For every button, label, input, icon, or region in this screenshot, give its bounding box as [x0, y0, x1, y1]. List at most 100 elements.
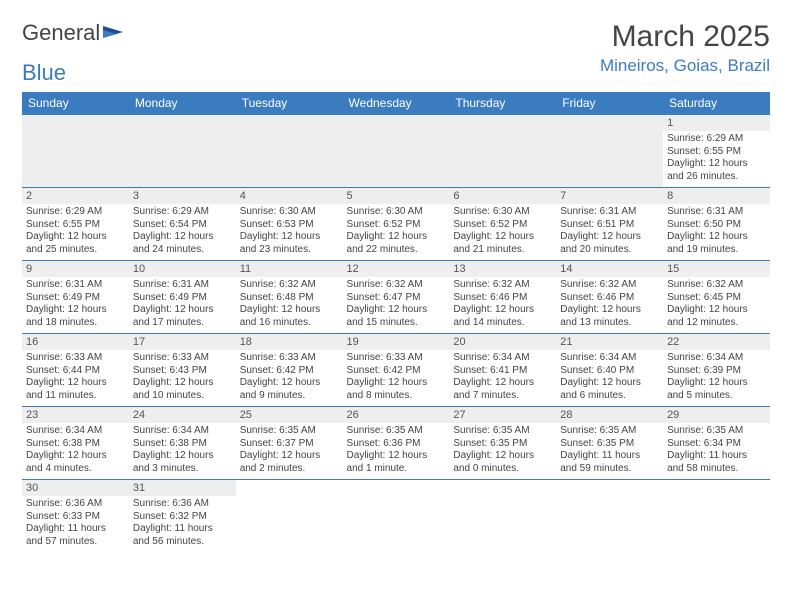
calendar-cell: 2Sunrise: 6:29 AMSunset: 6:55 PMDaylight… — [22, 188, 129, 261]
calendar-cell: 30Sunrise: 6:36 AMSunset: 6:33 PMDayligh… — [22, 480, 129, 553]
calendar-cell: 4Sunrise: 6:30 AMSunset: 6:53 PMDaylight… — [236, 188, 343, 261]
day-details: Sunrise: 6:31 AMSunset: 6:50 PMDaylight:… — [663, 204, 770, 260]
day-details: Sunrise: 6:34 AMSunset: 6:40 PMDaylight:… — [556, 350, 663, 406]
calendar-cell: 15Sunrise: 6:32 AMSunset: 6:45 PMDayligh… — [663, 261, 770, 334]
calendar-cell: 28Sunrise: 6:35 AMSunset: 6:35 PMDayligh… — [556, 407, 663, 480]
calendar-cell — [236, 480, 343, 553]
calendar-row: 2Sunrise: 6:29 AMSunset: 6:55 PMDaylight… — [22, 188, 770, 261]
day-number: 20 — [449, 334, 556, 350]
weekday-header: Tuesday — [236, 92, 343, 115]
calendar-cell: 7Sunrise: 6:31 AMSunset: 6:51 PMDaylight… — [556, 188, 663, 261]
calendar-cell: 24Sunrise: 6:34 AMSunset: 6:38 PMDayligh… — [129, 407, 236, 480]
calendar-cell — [556, 115, 663, 188]
calendar-row: 23Sunrise: 6:34 AMSunset: 6:38 PMDayligh… — [22, 407, 770, 480]
day-number: 6 — [449, 188, 556, 204]
calendar-cell: 10Sunrise: 6:31 AMSunset: 6:49 PMDayligh… — [129, 261, 236, 334]
calendar-cell: 19Sunrise: 6:33 AMSunset: 6:42 PMDayligh… — [343, 334, 450, 407]
day-number: 29 — [663, 407, 770, 423]
calendar-cell: 9Sunrise: 6:31 AMSunset: 6:49 PMDaylight… — [22, 261, 129, 334]
day-number: 14 — [556, 261, 663, 277]
day-details: Sunrise: 6:35 AMSunset: 6:34 PMDaylight:… — [663, 423, 770, 479]
day-details: Sunrise: 6:31 AMSunset: 6:51 PMDaylight:… — [556, 204, 663, 260]
day-number: 5 — [343, 188, 450, 204]
day-number: 11 — [236, 261, 343, 277]
calendar-cell — [236, 115, 343, 188]
weekday-header: Saturday — [663, 92, 770, 115]
day-details: Sunrise: 6:33 AMSunset: 6:42 PMDaylight:… — [236, 350, 343, 406]
calendar-cell: 20Sunrise: 6:34 AMSunset: 6:41 PMDayligh… — [449, 334, 556, 407]
calendar-cell: 6Sunrise: 6:30 AMSunset: 6:52 PMDaylight… — [449, 188, 556, 261]
calendar-cell: 29Sunrise: 6:35 AMSunset: 6:34 PMDayligh… — [663, 407, 770, 480]
calendar-cell — [449, 480, 556, 553]
day-details: Sunrise: 6:33 AMSunset: 6:44 PMDaylight:… — [22, 350, 129, 406]
calendar-cell: 12Sunrise: 6:32 AMSunset: 6:47 PMDayligh… — [343, 261, 450, 334]
day-number: 12 — [343, 261, 450, 277]
logo-text-2: Blue — [22, 60, 770, 86]
calendar-row: 16Sunrise: 6:33 AMSunset: 6:44 PMDayligh… — [22, 334, 770, 407]
day-details: Sunrise: 6:29 AMSunset: 6:54 PMDaylight:… — [129, 204, 236, 260]
day-number: 24 — [129, 407, 236, 423]
calendar-cell: 22Sunrise: 6:34 AMSunset: 6:39 PMDayligh… — [663, 334, 770, 407]
day-details: Sunrise: 6:34 AMSunset: 6:39 PMDaylight:… — [663, 350, 770, 406]
calendar-cell — [343, 480, 450, 553]
day-number: 9 — [22, 261, 129, 277]
day-details: Sunrise: 6:32 AMSunset: 6:45 PMDaylight:… — [663, 277, 770, 333]
weekday-header-row: Sunday Monday Tuesday Wednesday Thursday… — [22, 92, 770, 115]
calendar-cell — [556, 480, 663, 553]
calendar-cell: 13Sunrise: 6:32 AMSunset: 6:46 PMDayligh… — [449, 261, 556, 334]
calendar-cell: 26Sunrise: 6:35 AMSunset: 6:36 PMDayligh… — [343, 407, 450, 480]
day-number: 25 — [236, 407, 343, 423]
weekday-header: Monday — [129, 92, 236, 115]
calendar-cell — [449, 115, 556, 188]
logo: General — [22, 20, 125, 46]
day-number: 28 — [556, 407, 663, 423]
calendar-row: 1Sunrise: 6:29 AMSunset: 6:55 PMDaylight… — [22, 115, 770, 188]
month-title: March 2025 — [600, 20, 770, 54]
day-number: 10 — [129, 261, 236, 277]
calendar-cell: 27Sunrise: 6:35 AMSunset: 6:35 PMDayligh… — [449, 407, 556, 480]
day-details: Sunrise: 6:29 AMSunset: 6:55 PMDaylight:… — [22, 204, 129, 260]
day-details: Sunrise: 6:30 AMSunset: 6:52 PMDaylight:… — [343, 204, 450, 260]
day-details: Sunrise: 6:29 AMSunset: 6:55 PMDaylight:… — [663, 131, 770, 187]
day-number: 19 — [343, 334, 450, 350]
calendar-cell: 31Sunrise: 6:36 AMSunset: 6:32 PMDayligh… — [129, 480, 236, 553]
flag-icon — [103, 24, 125, 40]
day-number: 27 — [449, 407, 556, 423]
day-number: 30 — [22, 480, 129, 496]
day-number: 17 — [129, 334, 236, 350]
day-number: 13 — [449, 261, 556, 277]
day-number: 26 — [343, 407, 450, 423]
day-details: Sunrise: 6:33 AMSunset: 6:43 PMDaylight:… — [129, 350, 236, 406]
day-details: Sunrise: 6:34 AMSunset: 6:38 PMDaylight:… — [22, 423, 129, 479]
day-details: Sunrise: 6:33 AMSunset: 6:42 PMDaylight:… — [343, 350, 450, 406]
calendar-cell: 3Sunrise: 6:29 AMSunset: 6:54 PMDaylight… — [129, 188, 236, 261]
calendar-cell: 5Sunrise: 6:30 AMSunset: 6:52 PMDaylight… — [343, 188, 450, 261]
calendar-cell: 14Sunrise: 6:32 AMSunset: 6:46 PMDayligh… — [556, 261, 663, 334]
day-number: 2 — [22, 188, 129, 204]
day-details: Sunrise: 6:31 AMSunset: 6:49 PMDaylight:… — [129, 277, 236, 333]
calendar-row: 9Sunrise: 6:31 AMSunset: 6:49 PMDaylight… — [22, 261, 770, 334]
day-details: Sunrise: 6:32 AMSunset: 6:46 PMDaylight:… — [449, 277, 556, 333]
day-details: Sunrise: 6:36 AMSunset: 6:33 PMDaylight:… — [22, 496, 129, 552]
calendar-row: 30Sunrise: 6:36 AMSunset: 6:33 PMDayligh… — [22, 480, 770, 553]
day-details: Sunrise: 6:35 AMSunset: 6:35 PMDaylight:… — [449, 423, 556, 479]
calendar-body: 1Sunrise: 6:29 AMSunset: 6:55 PMDaylight… — [22, 115, 770, 553]
day-details: Sunrise: 6:34 AMSunset: 6:41 PMDaylight:… — [449, 350, 556, 406]
calendar-cell: 11Sunrise: 6:32 AMSunset: 6:48 PMDayligh… — [236, 261, 343, 334]
day-number: 16 — [22, 334, 129, 350]
day-number: 8 — [663, 188, 770, 204]
calendar-cell: 23Sunrise: 6:34 AMSunset: 6:38 PMDayligh… — [22, 407, 129, 480]
calendar-cell: 8Sunrise: 6:31 AMSunset: 6:50 PMDaylight… — [663, 188, 770, 261]
day-details: Sunrise: 6:31 AMSunset: 6:49 PMDaylight:… — [22, 277, 129, 333]
calendar-cell — [22, 115, 129, 188]
calendar-cell: 1Sunrise: 6:29 AMSunset: 6:55 PMDaylight… — [663, 115, 770, 188]
weekday-header: Sunday — [22, 92, 129, 115]
weekday-header: Friday — [556, 92, 663, 115]
day-details: Sunrise: 6:30 AMSunset: 6:53 PMDaylight:… — [236, 204, 343, 260]
day-number: 23 — [22, 407, 129, 423]
day-details: Sunrise: 6:34 AMSunset: 6:38 PMDaylight:… — [129, 423, 236, 479]
calendar-cell — [129, 115, 236, 188]
day-details: Sunrise: 6:35 AMSunset: 6:36 PMDaylight:… — [343, 423, 450, 479]
calendar-cell: 18Sunrise: 6:33 AMSunset: 6:42 PMDayligh… — [236, 334, 343, 407]
day-details: Sunrise: 6:35 AMSunset: 6:37 PMDaylight:… — [236, 423, 343, 479]
